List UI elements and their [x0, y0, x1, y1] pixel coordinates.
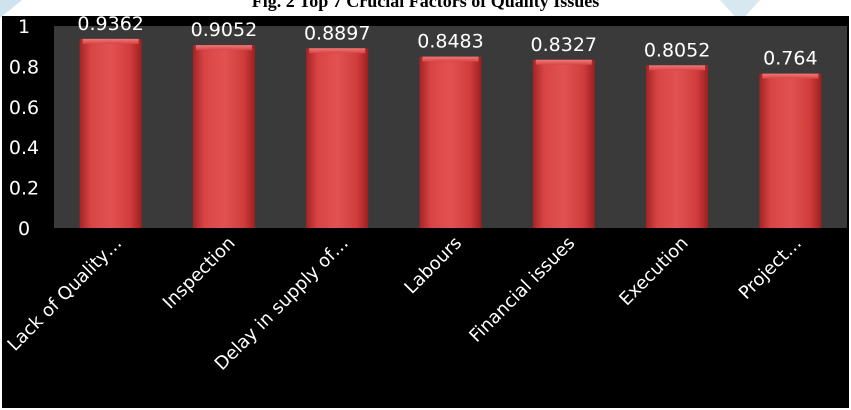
watermark-triangle-right [720, 0, 760, 22]
x-tick-label: Financial issues [465, 233, 579, 347]
bar [79, 38, 142, 228]
bar-top-highlight [649, 65, 706, 71]
bar-top-highlight [762, 73, 819, 79]
y-tick-label: 0 [18, 218, 30, 240]
bar [306, 48, 369, 228]
bar [192, 45, 255, 228]
bar [419, 56, 482, 228]
x-tick-label: Inspection [159, 233, 240, 314]
y-tick-label: 0.6 [9, 97, 39, 119]
bars-group [79, 38, 822, 228]
watermark-corner-left [0, 0, 22, 18]
y-tick-label: 0.4 [9, 137, 39, 159]
y-tick-label: 0.8 [9, 56, 39, 78]
x-tick-label: Execution [615, 233, 692, 310]
bar-top-highlight [422, 56, 479, 62]
y-tick-label: 0.2 [9, 178, 39, 200]
data-label: 0.8483 [417, 31, 483, 53]
data-label: 0.8897 [304, 22, 370, 44]
bar-top-highlight [535, 59, 592, 65]
bar-chart: 00.20.40.60.81 0.9362 0.9052 0.8897 0.8483 0… [3, 13, 847, 375]
watermark-decoration [0, 0, 851, 22]
x-tick-label: Lack of Quality… [3, 233, 126, 356]
data-label: 0.8052 [644, 39, 710, 61]
data-label: 0.8327 [531, 34, 597, 56]
data-label: 0.764 [763, 48, 817, 70]
x-tick-label: Project… [735, 233, 806, 304]
bar-top-highlight [309, 48, 366, 54]
figure-title: Fig. 2 Top 7 Crucial Factors of Quality … [251, 0, 600, 11]
bar [532, 59, 595, 228]
x-tick-label: Labours [400, 233, 466, 299]
y-tick-label: 1 [18, 16, 30, 38]
y-axis: 0 0.2 0.4 0.6 0.8 1 [9, 16, 39, 240]
data-labels-group: 0.9362 0.9052 0.8897 0.8483 0.8327 0.8052 0.76… [77, 13, 817, 70]
bar [759, 73, 822, 228]
data-label: 0.9052 [191, 19, 257, 41]
bar-top-highlight [82, 38, 139, 44]
bar-top-highlight [195, 45, 252, 51]
chart-container: 0 0.2 0.4 0.6 0.8 1 0.9362 0.9052 0.8897 0.8483 0… [2, 13, 849, 408]
bar [646, 65, 709, 228]
watermark-shapes [0, 0, 760, 22]
data-label: 0.9362 [77, 16, 143, 35]
